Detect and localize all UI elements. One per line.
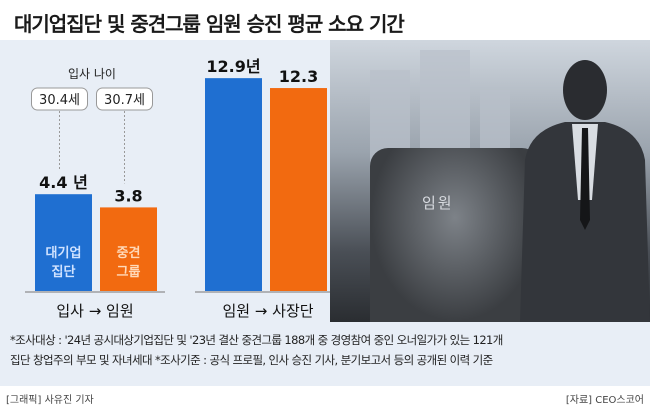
entry-age-box — [31, 87, 88, 111]
bar-inner-label: 중견 — [117, 245, 141, 261]
group-axis-label-executive-to-ceo: 임원 → 사장단 — [222, 302, 314, 320]
bar-midsize-group — [100, 207, 157, 291]
footnote-line: 집단 창업주의 부모 및 자녀세대 *조사기준 : 공식 프로필, 인사 승진 … — [10, 353, 493, 367]
entry-age-label: 30.4세 — [39, 93, 80, 108]
footnotes: *조사대상 : '24년 공시대상기업집단 및 '23년 결산 중견그룹 188… — [10, 330, 645, 370]
credit-graphic: [그래픽] 사유진 기자 — [6, 395, 94, 406]
bar-inner-label: 그룹 — [117, 264, 141, 280]
bar-midsize-group — [270, 88, 327, 291]
entry-age-label: 30.7세 — [104, 93, 145, 108]
background-photo: 임원 — [330, 40, 650, 322]
entry-age-box — [96, 87, 153, 111]
bar-large-group — [205, 78, 262, 292]
credit-source: [자료] CEO스코어 — [565, 395, 644, 406]
value-label: 3.8 — [114, 186, 142, 205]
footnote-line: *조사대상 : '24년 공시대상기업집단 및 '23년 결산 중견그룹 188… — [10, 333, 503, 347]
bar-large-group — [35, 194, 92, 291]
chart-title: 대기업집단 및 중견그룹 임원 승진 평균 소요 기간 — [14, 12, 405, 36]
value-label: 12.9년 — [206, 57, 260, 76]
value-label: 4.4 년 — [39, 173, 88, 192]
bar-inner-label: 대기업 — [46, 246, 82, 261]
businessman-silhouette — [520, 60, 650, 322]
chair-label: 임원 — [422, 194, 454, 212]
entry-age-title: 입사 나이 — [68, 67, 116, 81]
group-axis-label-hire-to-executive: 입사 → 임원 — [56, 302, 134, 320]
bar-inner-label: 집단 — [52, 264, 76, 280]
value-label: 12.3 — [279, 67, 318, 86]
chair-image — [370, 148, 540, 322]
